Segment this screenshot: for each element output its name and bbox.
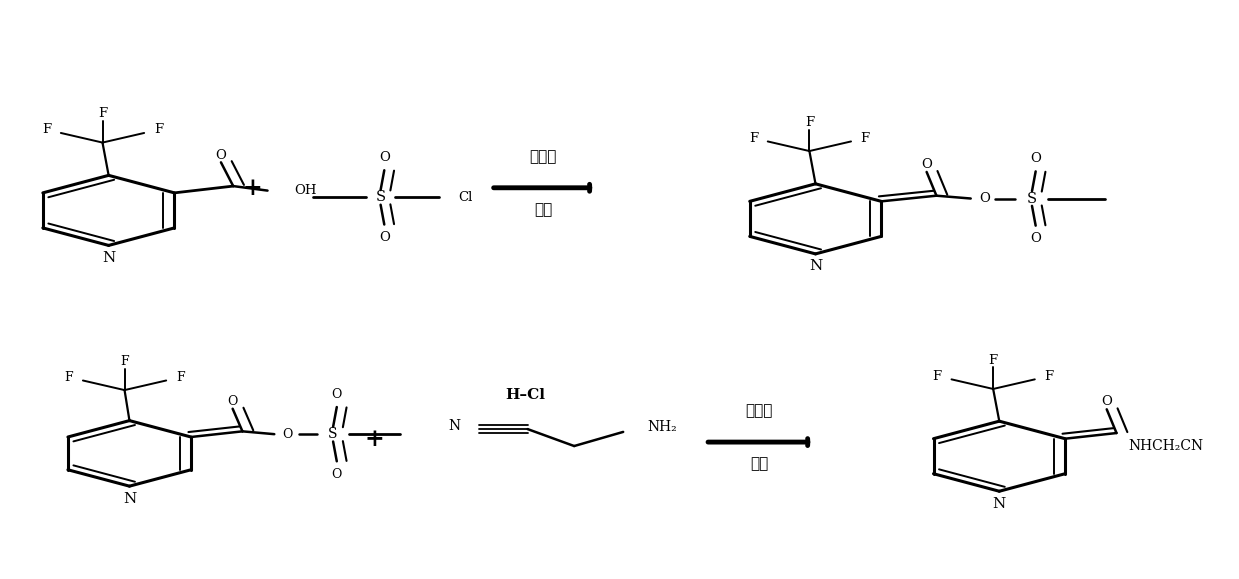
Text: N: N bbox=[449, 419, 460, 433]
Text: F: F bbox=[861, 131, 870, 145]
Text: F: F bbox=[805, 116, 814, 129]
Text: S: S bbox=[1027, 192, 1037, 206]
Text: S: S bbox=[375, 190, 385, 204]
Text: +: + bbox=[364, 427, 384, 451]
Text: NH₂: NH₂ bbox=[648, 420, 678, 434]
Text: Cl: Cl bbox=[457, 191, 472, 204]
Text: F: F bbox=[989, 354, 997, 367]
Text: O: O bbox=[921, 158, 932, 171]
Text: F: F bbox=[154, 123, 164, 136]
Text: F: F bbox=[1044, 369, 1053, 383]
Text: F: F bbox=[64, 371, 73, 384]
Text: O: O bbox=[1030, 232, 1041, 245]
Text: F: F bbox=[176, 371, 185, 384]
Text: F: F bbox=[98, 107, 107, 120]
Text: 缚酸剂: 缚酸剂 bbox=[529, 149, 556, 164]
Text: N: N bbox=[809, 259, 823, 273]
Text: F: F bbox=[933, 369, 942, 383]
Text: O: O bbox=[1101, 395, 1113, 408]
Text: OH: OH bbox=[295, 184, 317, 197]
Text: F: F bbox=[748, 131, 758, 145]
Text: 溶剂: 溶剂 bbox=[750, 456, 768, 471]
Text: N: N bbox=[123, 492, 136, 505]
Text: F: F bbox=[120, 355, 129, 368]
Text: N: N bbox=[102, 251, 115, 265]
Text: 溶剂: 溶剂 bbox=[534, 201, 553, 217]
Text: +: + bbox=[242, 176, 261, 200]
Text: S: S bbox=[328, 427, 338, 441]
Text: O: O bbox=[216, 148, 227, 162]
Text: NHCH₂CN: NHCH₂CN bbox=[1129, 439, 1204, 453]
Text: O: O bbox=[282, 428, 292, 441]
Text: O: O bbox=[332, 468, 342, 481]
Text: O: O bbox=[379, 231, 390, 244]
Text: N: N bbox=[992, 497, 1006, 511]
Text: F: F bbox=[42, 123, 51, 136]
Text: O: O bbox=[228, 395, 238, 408]
Text: H–Cl: H–Cl bbox=[506, 388, 545, 402]
Text: 缚酸剂: 缚酸剂 bbox=[746, 404, 773, 419]
Text: O: O bbox=[379, 151, 390, 164]
Text: O: O bbox=[979, 192, 990, 205]
Text: O: O bbox=[1030, 152, 1041, 165]
Text: O: O bbox=[332, 387, 342, 401]
